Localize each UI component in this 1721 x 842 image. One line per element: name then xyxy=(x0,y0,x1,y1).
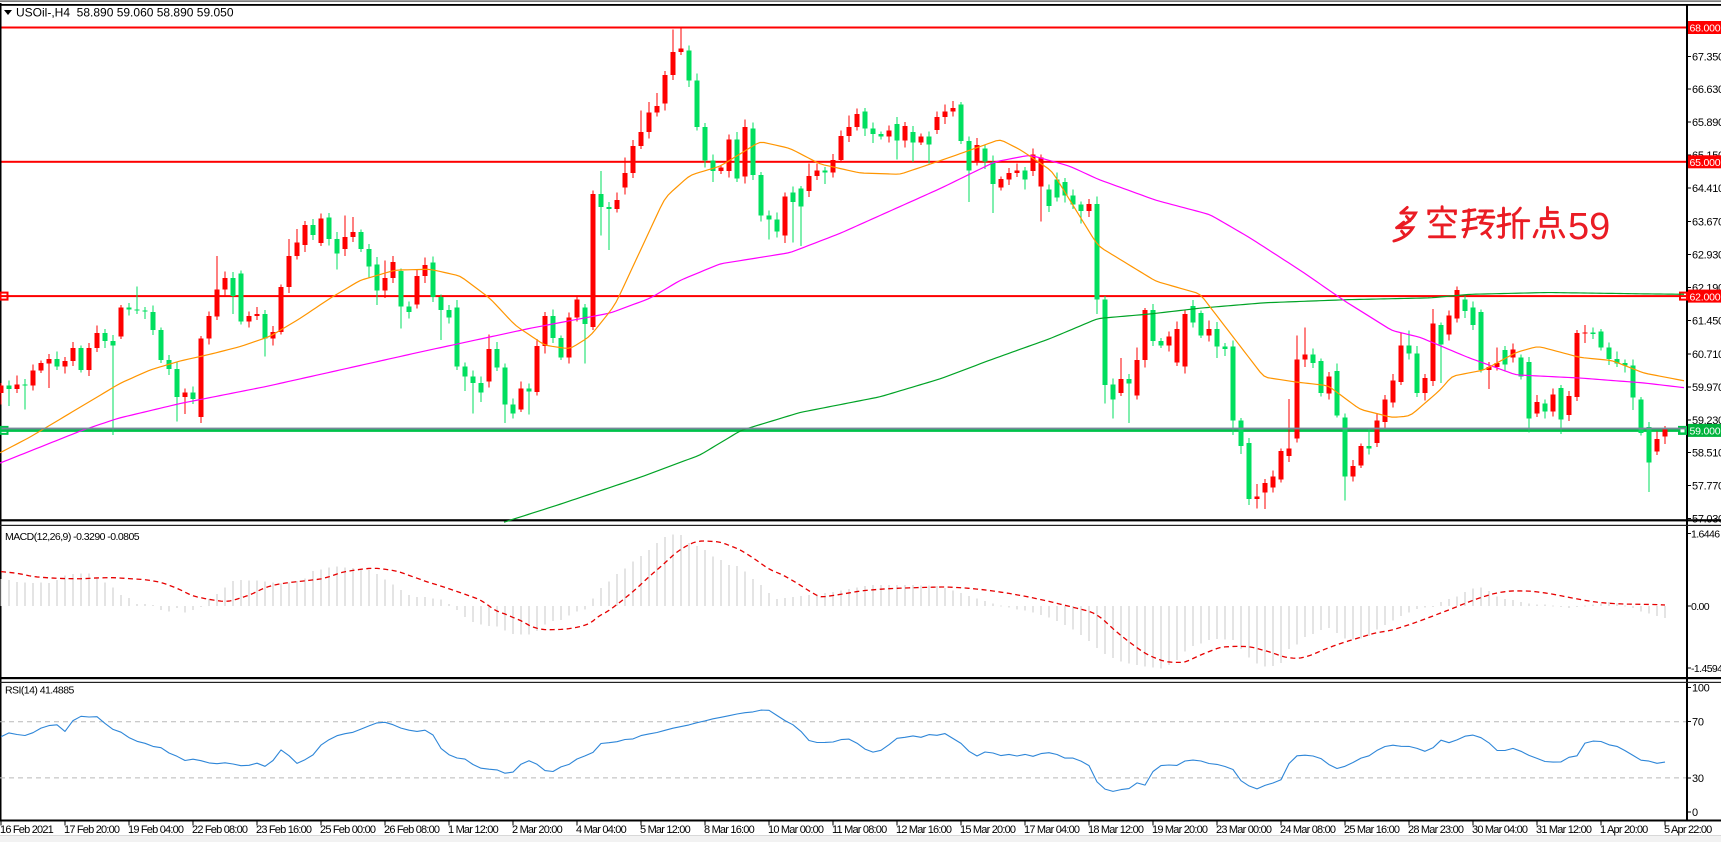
svg-text:70: 70 xyxy=(1692,717,1704,729)
svg-text:24 Mar 08:00: 24 Mar 08:00 xyxy=(1280,824,1336,836)
svg-text:23 Feb 16:00: 23 Feb 16:00 xyxy=(256,824,312,836)
svg-text:15 Mar 20:00: 15 Mar 20:00 xyxy=(960,824,1016,836)
svg-text:17 Feb 20:00: 17 Feb 20:00 xyxy=(64,824,120,836)
svg-text:11 Mar 08:00: 11 Mar 08:00 xyxy=(832,824,887,836)
svg-text:61.450: 61.450 xyxy=(1692,316,1721,328)
svg-text:63.670: 63.670 xyxy=(1692,216,1721,228)
svg-text:25 Feb 00:00: 25 Feb 00:00 xyxy=(320,824,376,836)
svg-text:31 Mar 12:00: 31 Mar 12:00 xyxy=(1536,824,1592,836)
svg-text:10 Mar 00:00: 10 Mar 00:00 xyxy=(768,824,824,836)
svg-text:5 Apr 22:00: 5 Apr 22:00 xyxy=(1664,824,1712,836)
svg-text:USOil-,H4 58.890 59.060 58.89: USOil-,H4 58.890 59.060 58.890 59.050 xyxy=(16,6,234,20)
svg-text:30: 30 xyxy=(1692,773,1704,785)
svg-text:23 Mar 00:00: 23 Mar 00:00 xyxy=(1216,824,1272,836)
svg-text:25 Mar 16:00: 25 Mar 16:00 xyxy=(1344,824,1400,836)
svg-text:66.630: 66.630 xyxy=(1692,84,1721,96)
svg-text:0.00: 0.00 xyxy=(1691,601,1710,613)
svg-text:59.000: 59.000 xyxy=(1690,426,1721,438)
svg-text:58.510: 58.510 xyxy=(1692,447,1721,459)
svg-text:19 Mar 20:00: 19 Mar 20:00 xyxy=(1152,824,1208,836)
svg-text:4 Mar 04:00: 4 Mar 04:00 xyxy=(576,824,627,836)
svg-text:1.6446: 1.6446 xyxy=(1691,529,1720,541)
svg-text:59: 59 xyxy=(1568,206,1610,248)
svg-text:62.930: 62.930 xyxy=(1692,250,1721,262)
svg-text:2 Mar 20:00: 2 Mar 20:00 xyxy=(512,824,563,836)
svg-text:19 Feb 04:00: 19 Feb 04:00 xyxy=(128,824,184,836)
svg-text:62.000: 62.000 xyxy=(1690,291,1721,303)
svg-text:8 Mar 16:00: 8 Mar 16:00 xyxy=(704,824,755,836)
svg-text:57.770: 57.770 xyxy=(1692,481,1721,493)
svg-text:12 Mar 16:00: 12 Mar 16:00 xyxy=(896,824,952,836)
svg-text:67.350: 67.350 xyxy=(1692,52,1721,64)
svg-text:26 Feb 08:00: 26 Feb 08:00 xyxy=(384,824,440,836)
svg-text:64.410: 64.410 xyxy=(1692,183,1721,195)
svg-text:57.030: 57.030 xyxy=(1692,514,1721,526)
svg-text:0: 0 xyxy=(1692,807,1698,819)
svg-text:30 Mar 04:00: 30 Mar 04:00 xyxy=(1472,824,1528,836)
svg-text:-1.4594: -1.4594 xyxy=(1691,663,1721,675)
svg-text:59.970: 59.970 xyxy=(1692,382,1721,394)
svg-text:RSI(14) 41.4885: RSI(14) 41.4885 xyxy=(5,685,75,697)
svg-text:18 Mar 12:00: 18 Mar 12:00 xyxy=(1088,824,1144,836)
svg-text:1 Mar 12:00: 1 Mar 12:00 xyxy=(448,824,499,836)
svg-text:28 Mar 23:00: 28 Mar 23:00 xyxy=(1408,824,1464,836)
svg-text:65.000: 65.000 xyxy=(1690,157,1721,169)
svg-text:MACD(12,26,9) -0.3290 -0.0805: MACD(12,26,9) -0.3290 -0.0805 xyxy=(5,531,140,543)
svg-text:1 Apr 20:00: 1 Apr 20:00 xyxy=(1600,824,1648,836)
svg-text:100: 100 xyxy=(1692,683,1710,695)
svg-text:16 Feb 2021: 16 Feb 2021 xyxy=(0,824,54,836)
svg-text:17 Mar 04:00: 17 Mar 04:00 xyxy=(1024,824,1080,836)
svg-text:5 Mar 12:00: 5 Mar 12:00 xyxy=(640,824,691,836)
svg-text:22 Feb 08:00: 22 Feb 08:00 xyxy=(192,824,248,836)
svg-text:68.000: 68.000 xyxy=(1690,23,1721,35)
svg-text:60.710: 60.710 xyxy=(1692,349,1721,361)
svg-text:65.890: 65.890 xyxy=(1692,117,1721,129)
